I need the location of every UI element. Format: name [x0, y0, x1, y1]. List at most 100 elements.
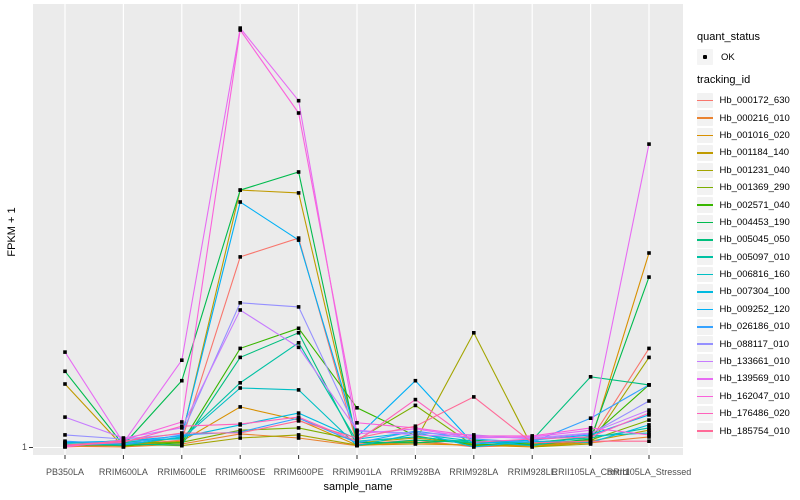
x-tick-label: RRIM600LA [98, 467, 148, 477]
data-point [530, 434, 534, 438]
data-point [413, 403, 418, 408]
legend-item-label: Hb_001231_040 [719, 164, 790, 176]
series-line-icon [697, 169, 713, 171]
data-point [296, 331, 301, 335]
legend-key-background [697, 353, 713, 370]
series-line-icon [697, 256, 713, 258]
legend-item: Hb_185754_010 [697, 422, 790, 439]
data-point [588, 416, 593, 420]
data-point [296, 436, 301, 440]
data-point [63, 439, 67, 443]
data-point [647, 142, 651, 146]
x-axis-title: sample_name [323, 481, 393, 493]
legend-item-label: Hb_005045_050 [719, 234, 790, 246]
data-point [472, 445, 476, 449]
data-point [647, 413, 651, 417]
legend-item-label: Hb_007304_100 [719, 286, 790, 298]
data-point [530, 437, 534, 441]
data-point [238, 422, 242, 426]
data-point [63, 350, 67, 354]
legend-key-background [697, 301, 713, 318]
legend-item: Hb_001016_020 [697, 127, 790, 144]
legend-item-label: Hb_000216_010 [719, 112, 790, 124]
data-point [296, 170, 301, 174]
legend-key-background [697, 127, 713, 144]
data-point [238, 431, 242, 435]
data-point [647, 275, 651, 279]
data-point [647, 431, 651, 435]
series-line-icon [697, 134, 713, 137]
x-tick-label: RRIM928BA [390, 467, 441, 477]
data-point [355, 428, 359, 432]
series-line-icon [697, 430, 713, 432]
legend-item: Hb_000172_630 [697, 92, 790, 109]
data-point [355, 443, 359, 448]
legend-item-label: Hb_185754_010 [719, 425, 790, 437]
data-point [180, 437, 184, 441]
legend-title-tracking-id: tracking_id [697, 74, 751, 86]
series-line-icon [697, 343, 713, 345]
legend-key-background [697, 145, 713, 161]
data-point [121, 436, 126, 440]
legend-key-background [697, 249, 713, 265]
data-point [588, 439, 593, 443]
legend-item: Hb_001231_040 [697, 162, 790, 179]
y-axis-title: FPKM + 1 [6, 207, 18, 257]
data-point [355, 421, 359, 425]
legend-key-background [697, 266, 713, 283]
data-point [180, 358, 184, 362]
x-tick-label: RRII105LA_Stressed [606, 467, 692, 477]
data-point [530, 441, 534, 445]
legend-item-label: Hb_026186_010 [719, 321, 790, 333]
series-line-icon [697, 326, 713, 328]
data-point [647, 411, 651, 415]
legend-item-label: Hb_139569_010 [719, 373, 790, 385]
data-point [355, 432, 359, 436]
legend-key-ok: OK [697, 49, 735, 65]
legend-key-background [697, 214, 713, 231]
legend-item-label: Hb_004453_190 [719, 216, 790, 228]
legend-key-background [697, 49, 713, 65]
data-point [588, 431, 593, 435]
legend-ok-label: OK [721, 51, 735, 63]
panel-background [33, 4, 683, 455]
legend-title-quant-status: quant_status [697, 31, 760, 43]
legend-item-label: Hb_006816_160 [719, 269, 790, 281]
data-point [63, 443, 67, 447]
data-point [63, 369, 67, 374]
data-point [413, 429, 418, 433]
data-point [180, 441, 184, 445]
x-tick-label: RRIM901LA [332, 467, 382, 477]
data-point [121, 439, 126, 443]
data-point [238, 28, 242, 32]
data-point [238, 200, 242, 204]
x-tick-label: RRIM600PE [273, 467, 324, 477]
data-point [413, 438, 418, 442]
data-point [296, 111, 301, 115]
legend-item: Hb_026186_010 [697, 318, 790, 335]
x-tick-label: RRIM600SE [215, 467, 266, 477]
data-point [296, 326, 301, 331]
data-point [296, 388, 301, 392]
data-point [238, 381, 242, 385]
series-line-icon [697, 378, 713, 380]
data-point [180, 443, 184, 447]
data-point [647, 428, 651, 432]
legend-item-label: Hb_002571_040 [719, 199, 790, 211]
data-point [238, 386, 242, 390]
data-point [238, 355, 242, 360]
data-point [588, 428, 593, 432]
legend-item-label: Hb_001369_290 [719, 182, 790, 194]
data-point [647, 399, 651, 403]
data-point [647, 435, 651, 439]
data-point [355, 439, 359, 443]
legend-key-background [697, 423, 713, 439]
legend-item: Hb_004453_190 [697, 214, 790, 231]
data-point [296, 426, 301, 430]
legend-key-background [697, 179, 713, 196]
data-point [647, 408, 651, 412]
legend-item: Hb_001369_290 [697, 179, 790, 196]
data-point [238, 301, 242, 305]
legend-item-label: Hb_000172_630 [719, 95, 790, 107]
data-point [647, 433, 651, 437]
